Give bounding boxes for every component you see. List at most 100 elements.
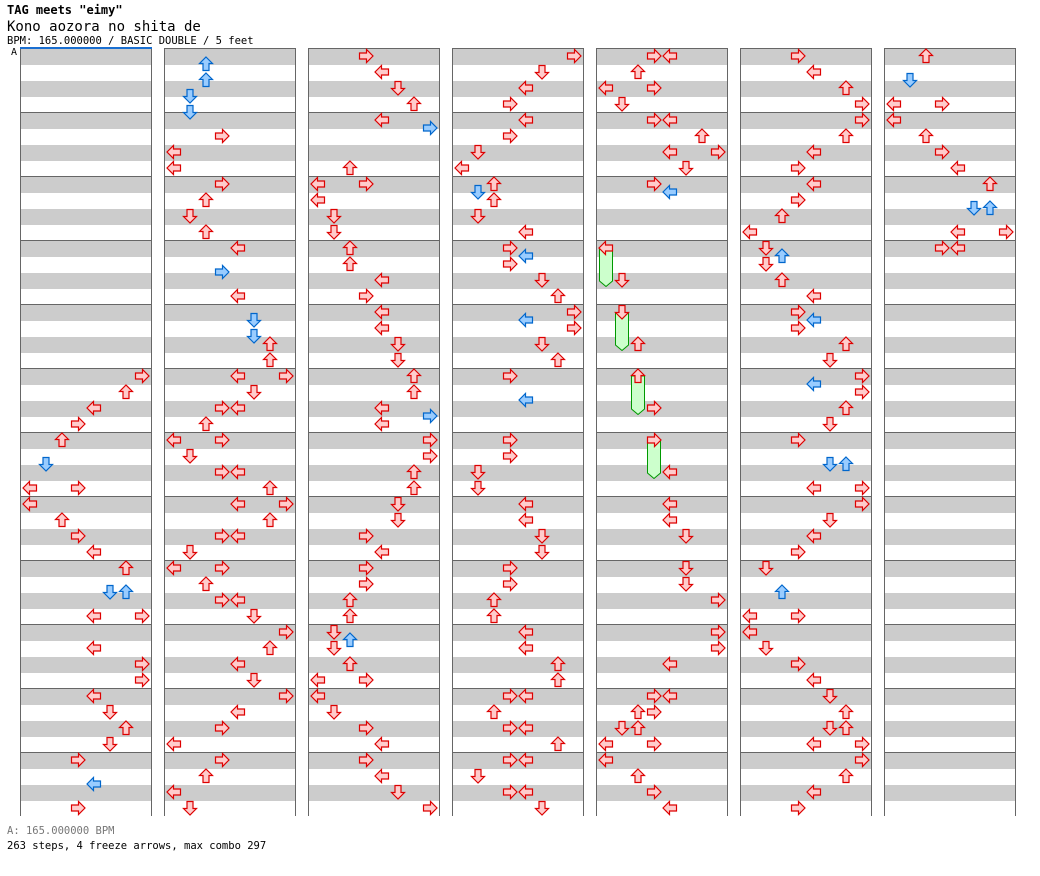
measure-divider — [453, 368, 583, 369]
arrow-up-icon — [550, 656, 566, 672]
arrow-right-icon — [710, 624, 726, 640]
arrow-right-icon — [214, 464, 230, 480]
arrow-up-icon — [118, 560, 134, 576]
arrow-right-icon — [502, 720, 518, 736]
arrow-left-icon — [598, 752, 614, 768]
arrow-down-icon — [678, 576, 694, 592]
arrow-right-icon — [502, 576, 518, 592]
arrow-right-icon — [646, 80, 662, 96]
arrow-left-icon — [86, 776, 102, 792]
measure-divider — [165, 496, 295, 497]
arrow-left-icon — [806, 312, 822, 328]
arrow-down-icon — [246, 672, 262, 688]
arrow-down-icon — [822, 416, 838, 432]
arrow-left-icon — [518, 688, 534, 704]
arrow-left-icon — [22, 480, 38, 496]
arrow-right-icon — [70, 528, 86, 544]
measure-divider — [453, 624, 583, 625]
arrow-up-icon — [838, 720, 854, 736]
arrow-left-icon — [230, 496, 246, 512]
arrow-up-icon — [198, 56, 214, 72]
arrow-left-icon — [518, 720, 534, 736]
arrow-up-icon — [118, 584, 134, 600]
arrow-up-icon — [262, 480, 278, 496]
arrow-up-icon — [342, 160, 358, 176]
measure-divider — [885, 752, 1015, 753]
arrow-left-icon — [518, 392, 534, 408]
arrow-up-icon — [630, 368, 646, 384]
arrow-up-icon — [694, 128, 710, 144]
measure-divider — [741, 496, 871, 497]
measure-divider — [165, 112, 295, 113]
measure-divider — [453, 496, 583, 497]
measure-divider — [165, 240, 295, 241]
arrow-up-icon — [630, 64, 646, 80]
arrow-left-icon — [598, 240, 614, 256]
measure-divider — [165, 368, 295, 369]
arrow-right-icon — [854, 384, 870, 400]
arrow-up-icon — [342, 592, 358, 608]
arrow-right-icon — [214, 400, 230, 416]
arrow-left-icon — [806, 784, 822, 800]
arrow-right-icon — [214, 432, 230, 448]
measure-divider — [453, 688, 583, 689]
measure-divider — [309, 240, 439, 241]
measure-divider — [21, 560, 151, 561]
arrow-up-icon — [198, 72, 214, 88]
arrow-left-icon — [310, 176, 326, 192]
arrow-up-icon — [838, 768, 854, 784]
arrow-up-icon — [550, 736, 566, 752]
arrow-right-icon — [566, 304, 582, 320]
arrow-down-icon — [470, 208, 486, 224]
arrow-right-icon — [646, 48, 662, 64]
measure — [21, 113, 151, 177]
arrow-up-icon — [982, 176, 998, 192]
arrow-up-icon — [918, 48, 934, 64]
measure-divider — [309, 304, 439, 305]
measure — [165, 113, 295, 177]
arrow-right-icon — [502, 688, 518, 704]
measure-divider — [165, 752, 295, 753]
chart-column — [308, 48, 440, 817]
arrow-right-icon — [790, 544, 806, 560]
arrow-up-icon — [198, 768, 214, 784]
arrow-left-icon — [230, 656, 246, 672]
arrow-up-icon — [198, 192, 214, 208]
arrow-right-icon — [358, 752, 374, 768]
arrow-up-icon — [630, 704, 646, 720]
measure-divider — [885, 688, 1015, 689]
measure-divider — [741, 240, 871, 241]
arrow-down-icon — [758, 256, 774, 272]
arrow-left-icon — [374, 272, 390, 288]
measure-divider — [309, 368, 439, 369]
arrow-right-icon — [422, 448, 438, 464]
measure — [597, 753, 727, 817]
arrow-up-icon — [342, 240, 358, 256]
measure-divider — [309, 432, 439, 433]
arrow-right-icon — [214, 560, 230, 576]
measure — [597, 369, 727, 433]
measure — [741, 49, 871, 113]
arrow-right-icon — [134, 608, 150, 624]
arrow-up-icon — [262, 512, 278, 528]
measure — [165, 689, 295, 753]
arrow-left-icon — [950, 224, 966, 240]
arrow-down-icon — [390, 496, 406, 512]
arrow-up-icon — [486, 592, 502, 608]
measure-divider — [741, 560, 871, 561]
arrow-left-icon — [374, 304, 390, 320]
chart-stats: 263 steps, 4 freeze arrows, max combo 29… — [7, 840, 267, 852]
measure — [885, 689, 1015, 753]
arrow-left-icon — [86, 544, 102, 560]
arrow-left-icon — [518, 80, 534, 96]
arrow-left-icon — [22, 496, 38, 512]
arrow-up-icon — [774, 248, 790, 264]
measure-divider — [597, 496, 727, 497]
arrow-left-icon — [518, 224, 534, 240]
bpm-marker-label: A — [11, 47, 18, 58]
arrow-left-icon — [806, 176, 822, 192]
measure — [597, 113, 727, 177]
arrow-down-icon — [182, 208, 198, 224]
arrow-right-icon — [790, 304, 806, 320]
arrow-down-icon — [470, 464, 486, 480]
